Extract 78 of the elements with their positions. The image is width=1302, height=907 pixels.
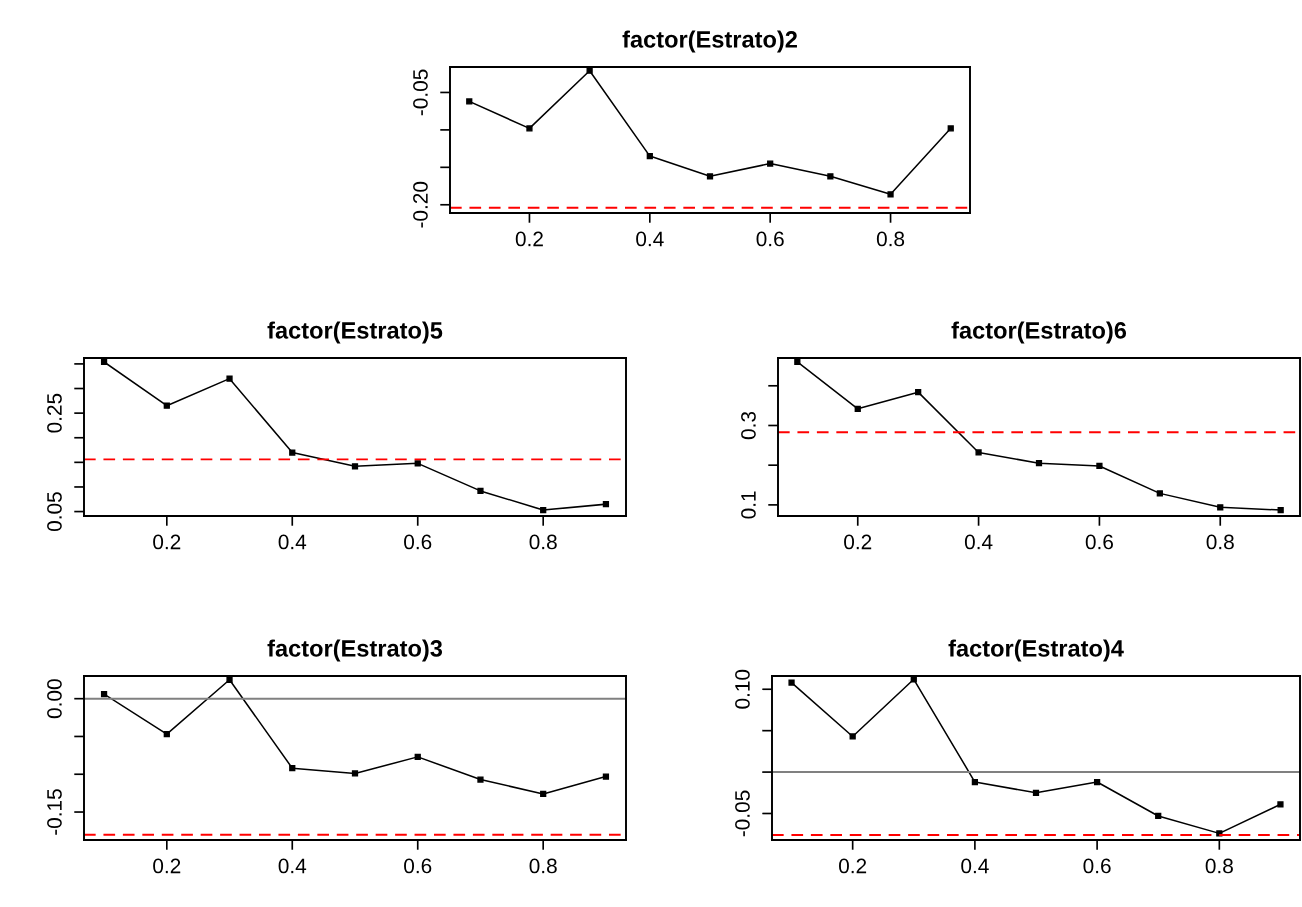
point bbox=[975, 449, 982, 456]
point bbox=[100, 691, 108, 698]
point bbox=[1217, 504, 1224, 511]
y-tick-label: -0.20 bbox=[413, 181, 428, 228]
x-tick-label: 0.8 bbox=[529, 858, 557, 874]
point bbox=[767, 160, 774, 167]
x-tick-label: 0.4 bbox=[278, 534, 307, 550]
point bbox=[646, 152, 653, 160]
point bbox=[602, 501, 610, 508]
point bbox=[477, 776, 484, 783]
point bbox=[226, 676, 233, 683]
x-tick-label: 0.8 bbox=[876, 231, 905, 247]
point bbox=[1093, 778, 1101, 786]
point bbox=[466, 98, 473, 105]
y-tick-label: 0.1 bbox=[741, 491, 756, 519]
point bbox=[602, 773, 610, 780]
chart-title: factor(Estrato)6 bbox=[951, 321, 1127, 344]
x-tick-label: 0.4 bbox=[278, 858, 307, 874]
x-tick-label: 0.6 bbox=[1085, 534, 1113, 550]
y-tick-label: 0.05 bbox=[47, 492, 62, 532]
point bbox=[586, 67, 593, 74]
point bbox=[915, 389, 922, 396]
x-tick-label: 0.2 bbox=[153, 534, 181, 550]
x-tick-label: 0.8 bbox=[1205, 858, 1233, 874]
y-tick-label: 0.00 bbox=[47, 679, 62, 719]
point bbox=[289, 449, 296, 456]
x-tick-label: 0.8 bbox=[1206, 534, 1234, 550]
x-tick-label: 0.6 bbox=[404, 858, 432, 874]
x-tick-label: 0.2 bbox=[515, 231, 543, 247]
point bbox=[887, 191, 894, 198]
point bbox=[351, 463, 359, 470]
point bbox=[526, 125, 533, 132]
chart-title: factor(Estrato)5 bbox=[267, 321, 443, 344]
x-tick-label: 0.4 bbox=[961, 858, 989, 874]
y-tick-label: 0.25 bbox=[47, 393, 62, 433]
point bbox=[1096, 462, 1103, 470]
point bbox=[1277, 506, 1284, 514]
x-tick-label: 0.2 bbox=[844, 534, 872, 550]
point bbox=[1277, 801, 1284, 808]
point bbox=[1155, 812, 1162, 820]
point bbox=[163, 402, 170, 409]
y-tick-label: 0.3 bbox=[741, 411, 756, 440]
x-tick-label: 0.6 bbox=[756, 231, 784, 247]
x-tick-label: 0.4 bbox=[964, 534, 993, 550]
point bbox=[540, 506, 547, 514]
x-tick-label: 0.2 bbox=[839, 858, 867, 874]
point bbox=[788, 679, 795, 686]
point bbox=[100, 358, 108, 366]
y-tick-label: -0.05 bbox=[413, 69, 428, 116]
point bbox=[706, 173, 714, 180]
point bbox=[827, 173, 834, 180]
chart-title: factor(Estrato)2 bbox=[622, 30, 797, 53]
y-tick-label: -0.15 bbox=[47, 789, 62, 835]
chart-title: factor(Estrato)3 bbox=[267, 639, 443, 662]
y-tick-label: -0.05 bbox=[735, 790, 750, 837]
point bbox=[226, 375, 233, 382]
point bbox=[289, 765, 296, 772]
point bbox=[1035, 460, 1043, 467]
x-tick-label: 0.2 bbox=[153, 858, 181, 874]
point bbox=[1032, 789, 1040, 796]
x-tick-label: 0.4 bbox=[636, 231, 664, 247]
point bbox=[351, 770, 359, 777]
point bbox=[163, 731, 170, 738]
point bbox=[477, 487, 484, 495]
point bbox=[849, 733, 856, 740]
x-tick-label: 0.8 bbox=[529, 534, 557, 550]
point bbox=[947, 125, 954, 132]
x-tick-label: 0.6 bbox=[1083, 858, 1111, 874]
point bbox=[414, 460, 421, 467]
point bbox=[540, 790, 547, 798]
point bbox=[971, 778, 979, 786]
point bbox=[1156, 490, 1163, 497]
point bbox=[414, 753, 421, 760]
point bbox=[794, 358, 801, 366]
x-tick-label: 0.6 bbox=[404, 534, 432, 550]
point bbox=[854, 405, 861, 412]
chart-title: factor(Estrato)4 bbox=[948, 639, 1124, 662]
y-tick-label: 0.10 bbox=[735, 669, 750, 709]
